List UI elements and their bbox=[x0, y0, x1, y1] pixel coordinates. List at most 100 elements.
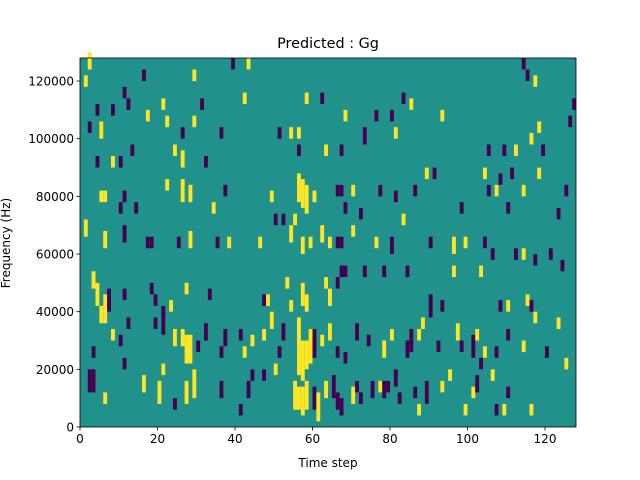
heatmap-cell bbox=[149, 282, 154, 295]
heatmap-cell bbox=[390, 109, 394, 122]
heatmap-cell bbox=[122, 288, 127, 301]
heatmap-cell bbox=[107, 288, 111, 312]
heatmap-cell bbox=[529, 132, 534, 145]
x-tick-label: 40 bbox=[227, 432, 242, 446]
heatmap-cell bbox=[510, 167, 514, 180]
heatmap-cell bbox=[560, 259, 565, 272]
heatmap-cell bbox=[173, 144, 177, 157]
heatmap-cell bbox=[184, 380, 189, 404]
heatmap-cell bbox=[173, 398, 177, 410]
heatmap-cell bbox=[215, 236, 220, 249]
heatmap-cell bbox=[479, 265, 483, 278]
x-tick-label: 120 bbox=[534, 432, 557, 446]
heatmap-cell bbox=[494, 346, 499, 358]
heatmap-cell bbox=[564, 184, 569, 197]
heatmap-cell bbox=[200, 98, 204, 110]
heatmap-cell bbox=[529, 403, 534, 416]
heatmap-cell bbox=[521, 340, 526, 353]
heatmap-cell bbox=[219, 127, 224, 139]
heatmap-cell bbox=[424, 380, 429, 404]
heatmap-cell bbox=[335, 277, 340, 289]
heatmap-cell bbox=[409, 98, 414, 110]
heatmap-cell bbox=[83, 75, 88, 87]
heatmap-cell bbox=[285, 277, 290, 289]
heatmap-cell bbox=[362, 127, 367, 145]
heatmap-cell bbox=[428, 294, 433, 318]
heatmap-cell bbox=[87, 52, 92, 70]
heatmap-cell bbox=[277, 127, 282, 139]
heatmap-cell bbox=[440, 300, 445, 312]
heatmap-cell bbox=[165, 179, 170, 191]
heatmap-cell bbox=[312, 386, 317, 410]
heatmap-cell bbox=[521, 184, 526, 197]
heatmap-cell bbox=[289, 300, 294, 312]
heatmap-cell bbox=[533, 75, 538, 87]
heatmap-cell bbox=[382, 340, 387, 358]
heatmap-cell bbox=[436, 340, 441, 353]
heatmap-cell bbox=[118, 334, 123, 347]
heatmap-cell bbox=[297, 127, 301, 139]
heatmap-cell bbox=[304, 294, 309, 312]
heatmap-cell bbox=[246, 58, 251, 70]
heatmap-cell bbox=[413, 386, 418, 399]
heatmap-cell bbox=[223, 184, 228, 197]
heatmap-cell bbox=[459, 202, 464, 214]
heatmap-cell bbox=[111, 328, 115, 341]
heatmap-cell bbox=[533, 254, 538, 266]
heatmap-cell bbox=[304, 92, 309, 105]
heatmap-cell bbox=[258, 236, 263, 249]
heatmap-cell bbox=[533, 311, 538, 324]
heatmap-cell bbox=[289, 225, 294, 243]
heatmap-cell bbox=[188, 230, 193, 249]
heatmap-cell bbox=[331, 375, 336, 399]
heatmap-cell bbox=[479, 357, 483, 370]
heatmap-cell bbox=[269, 190, 274, 203]
heatmap-cell bbox=[475, 375, 480, 393]
heatmap-cell bbox=[304, 380, 309, 410]
heatmap-cell bbox=[188, 334, 193, 364]
heatmap-cell bbox=[483, 346, 487, 358]
heatmap-cell bbox=[440, 109, 445, 122]
heatmap-cell bbox=[312, 190, 317, 203]
heatmap-cell bbox=[262, 369, 266, 381]
heatmap-cell bbox=[463, 403, 468, 416]
heatmap-cell bbox=[204, 156, 208, 168]
heatmap-cell bbox=[134, 202, 139, 214]
heatmap-cell bbox=[145, 236, 150, 249]
heatmap-cell bbox=[351, 225, 356, 237]
heatmap-cell bbox=[328, 323, 332, 341]
heatmap-cell bbox=[231, 58, 235, 70]
heatmap-cell bbox=[401, 92, 406, 105]
heatmap-cell bbox=[494, 184, 499, 197]
heatmap-cell bbox=[362, 265, 367, 278]
heatmap-cell bbox=[556, 317, 561, 329]
heatmap-cell bbox=[393, 369, 398, 387]
heatmap-cell bbox=[390, 236, 394, 255]
heatmap-cell bbox=[386, 380, 390, 393]
heatmap-cell bbox=[351, 184, 356, 197]
heatmap-cell bbox=[339, 144, 344, 157]
heatmap-cell bbox=[103, 190, 108, 203]
heatmap-cell bbox=[432, 167, 437, 180]
heatmap-cell bbox=[320, 92, 325, 105]
heatmap-cell bbox=[335, 184, 340, 197]
heatmap-cell bbox=[490, 369, 495, 381]
heatmap-cell bbox=[111, 156, 115, 168]
heatmap-cell bbox=[413, 184, 418, 197]
heatmap-cell bbox=[564, 357, 569, 370]
heatmap-cell bbox=[192, 69, 197, 82]
heatmap-cell bbox=[545, 346, 549, 358]
heatmap-cell bbox=[471, 386, 476, 399]
y-tick-label: 60000 bbox=[36, 248, 74, 262]
heatmap-cell bbox=[126, 98, 131, 110]
heatmap-cell bbox=[483, 167, 487, 180]
heatmap-cell bbox=[95, 104, 100, 116]
heatmap-cell bbox=[343, 109, 348, 122]
heatmap-cell bbox=[192, 115, 197, 128]
heatmap-cell bbox=[122, 86, 127, 99]
heatmap-cell bbox=[393, 127, 398, 139]
heatmap-cell bbox=[316, 392, 321, 422]
heatmap-cell bbox=[180, 179, 185, 203]
heatmap-cell bbox=[122, 357, 127, 370]
heatmap-cell bbox=[304, 340, 309, 370]
